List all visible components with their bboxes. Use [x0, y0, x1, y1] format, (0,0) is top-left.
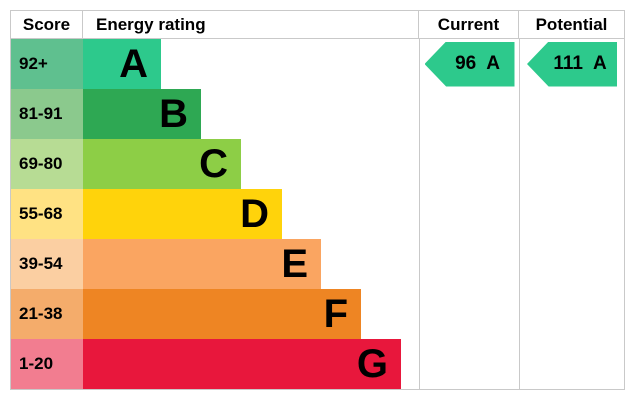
band-score-range: 1-20	[11, 339, 83, 389]
band-score-range: 21-38	[11, 289, 83, 339]
band-row-g: 1-20 G	[11, 339, 624, 389]
band-bar: A	[83, 39, 161, 89]
band-row-d: 55-68 D	[11, 189, 624, 239]
potential-arrow-slot: 111 A	[520, 39, 624, 89]
band-row-a: 92+ A	[11, 39, 624, 89]
potential-column-header: Potential	[519, 11, 624, 39]
current-rating-value: 96	[455, 53, 477, 74]
band-letter: B	[159, 92, 188, 136]
band-score-range: 69-80	[11, 139, 83, 189]
header-row: Score Energy rating Current Potential	[11, 11, 624, 39]
potential-rating-band: A	[592, 53, 607, 74]
band-bar: E	[83, 239, 321, 289]
band-score-range: 81-91	[11, 89, 83, 139]
current-arrow-slot: 96 A	[420, 39, 519, 89]
band-bar: G	[83, 339, 401, 389]
band-bar: F	[83, 289, 361, 339]
band-row-c: 69-80 C	[11, 139, 624, 189]
band-letter: C	[199, 142, 228, 186]
band-bar: B	[83, 89, 201, 139]
band-row-e: 39-54 E	[11, 239, 624, 289]
current-rating-band: A	[486, 53, 500, 74]
epc-rating-chart: Score Energy rating Current Potential 92…	[10, 10, 625, 390]
band-score-range: 92+	[11, 39, 83, 89]
band-row-f: 21-38 F	[11, 289, 624, 339]
current-column-header: Current	[419, 11, 519, 39]
current-rating-arrow: 96 A	[424, 41, 515, 87]
band-letter: G	[356, 342, 388, 386]
band-score-range: 39-54	[11, 239, 83, 289]
potential-column: 111 A	[519, 39, 624, 389]
band-letter: F	[323, 292, 348, 336]
score-column-header: Score	[11, 11, 83, 39]
current-column: 96 A	[419, 39, 519, 389]
band-letter: A	[119, 42, 148, 86]
potential-rating-value: 111	[553, 53, 583, 74]
potential-rating-arrow: 111 A	[527, 41, 617, 87]
band-letter: D	[240, 192, 269, 236]
band-bar: C	[83, 139, 241, 189]
band-row-b: 81-91 B	[11, 89, 624, 139]
band-bar: D	[83, 189, 282, 239]
band-score-range: 55-68	[11, 189, 83, 239]
band-letter: E	[281, 242, 308, 286]
energy-rating-column-header: Energy rating	[83, 11, 419, 39]
chart-body: 92+ A 81-91 B 69-80 C 55-68 D 39-54	[11, 39, 624, 389]
